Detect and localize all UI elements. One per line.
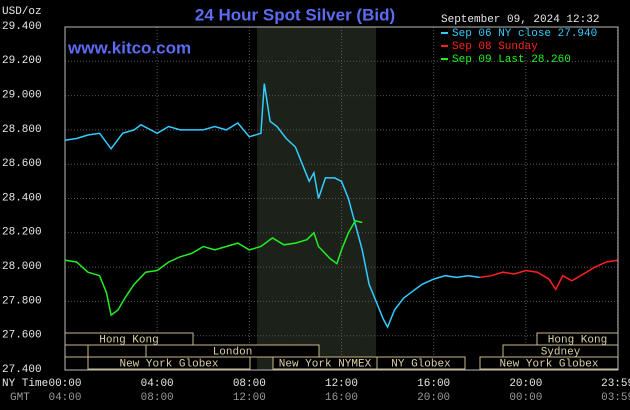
x-tick-label: 20:00	[509, 378, 542, 390]
series-line	[64, 219, 363, 317]
session-label: London	[213, 346, 253, 358]
session-box	[87, 356, 251, 370]
y-tick-label: 27.600	[2, 330, 42, 342]
legend-label: Sep 06 NY close 27.940	[452, 28, 597, 40]
x2-tick-label: 12:00	[233, 392, 266, 404]
chart-title: 24 Hour Spot Silver (Bid)	[195, 5, 395, 24]
session-box	[64, 344, 89, 358]
x-tick-label: 00:00	[48, 378, 81, 390]
session-label: New York NYMEX	[279, 358, 372, 370]
unit-label: USD/oz	[2, 6, 42, 18]
y-tick-label: 29.000	[2, 90, 42, 102]
y-tick-label: 28.800	[2, 124, 42, 136]
x2-tick-label: 16:00	[325, 392, 358, 404]
x2-axis-label: GMT	[10, 392, 30, 404]
x-tick-label: 04:00	[141, 378, 174, 390]
x2-tick-label: 03:59	[601, 392, 630, 404]
x2-tick-label: 00:00	[509, 392, 542, 404]
series-line	[479, 259, 618, 291]
timestamp: September 09, 2024 12:32	[441, 14, 599, 26]
session-label: New York Globex	[499, 358, 598, 370]
x2-tick-label: 08:00	[141, 392, 174, 404]
x-tick-label: 12:00	[325, 378, 358, 390]
plot-border	[64, 26, 619, 371]
x2-tick-label: 04:00	[48, 392, 81, 404]
website: www.kitco.com	[67, 38, 191, 57]
y-tick-label: 28.400	[2, 192, 42, 204]
session-box	[376, 356, 466, 370]
x2-tick-label: 20:00	[417, 392, 450, 404]
legend-label: Sep 09 Last 28.260	[452, 54, 571, 66]
y-tick-label: 27.400	[2, 364, 42, 376]
session-label: Sydney	[541, 346, 581, 358]
x-tick-label: 08:00	[233, 378, 266, 390]
series-line	[64, 83, 480, 329]
x-tick-label: 23:59	[601, 378, 630, 390]
session-label: Hong Kong	[99, 334, 158, 346]
y-tick-label: 28.000	[2, 261, 42, 273]
y-tick-label: 29.400	[2, 21, 42, 33]
x-tick-label: 16:00	[417, 378, 450, 390]
y-tick-label: 28.200	[2, 227, 42, 239]
session-label: NY Globex	[391, 358, 451, 370]
shade-region	[256, 27, 377, 370]
session-label: Hong Kong	[548, 334, 607, 346]
y-tick-label: 27.800	[2, 295, 42, 307]
y-tick-label: 28.600	[2, 158, 42, 170]
x-axis-label: NY Time	[2, 378, 48, 390]
y-tick-label: 29.200	[2, 55, 42, 67]
session-label: New York Globex	[119, 358, 218, 370]
legend-label: Sep 08 Sunday	[452, 41, 538, 53]
